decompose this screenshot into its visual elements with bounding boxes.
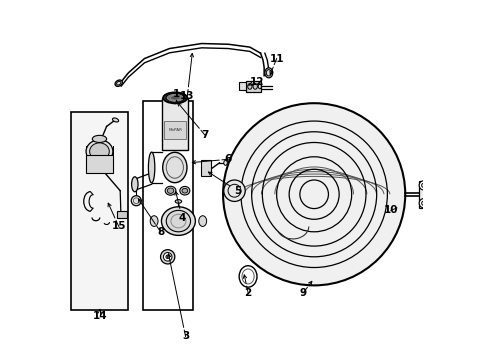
Ellipse shape (167, 188, 173, 193)
Text: 14: 14 (92, 311, 107, 321)
Ellipse shape (89, 143, 109, 160)
Ellipse shape (112, 118, 119, 122)
Ellipse shape (180, 186, 189, 195)
Circle shape (160, 249, 175, 264)
Ellipse shape (161, 207, 195, 235)
Text: 1: 1 (173, 89, 180, 99)
Circle shape (131, 196, 141, 206)
Ellipse shape (163, 92, 187, 104)
Ellipse shape (131, 177, 138, 192)
Circle shape (163, 252, 172, 261)
Ellipse shape (182, 188, 187, 193)
Ellipse shape (86, 140, 113, 163)
Text: 9: 9 (299, 288, 306, 297)
Ellipse shape (148, 152, 155, 183)
Circle shape (418, 199, 427, 208)
Text: 3: 3 (182, 332, 189, 342)
Bar (86, 155, 113, 173)
Text: 12: 12 (249, 77, 264, 87)
Bar (164, 121, 186, 139)
Text: 2: 2 (244, 288, 251, 297)
Ellipse shape (247, 84, 251, 89)
Text: 13: 13 (180, 91, 194, 101)
Ellipse shape (166, 210, 190, 232)
Bar (239, 82, 245, 90)
Ellipse shape (165, 186, 176, 195)
Ellipse shape (264, 68, 272, 78)
Ellipse shape (150, 216, 158, 226)
Bar (200, 160, 210, 176)
Ellipse shape (253, 84, 257, 89)
Bar (116, 211, 127, 217)
Circle shape (224, 180, 244, 202)
Ellipse shape (163, 152, 186, 183)
Text: 11: 11 (269, 54, 284, 64)
Text: 6: 6 (224, 154, 232, 164)
Circle shape (223, 103, 405, 285)
Bar (71, 112, 128, 310)
Circle shape (165, 255, 169, 258)
Bar (418, 181, 428, 208)
Circle shape (418, 181, 427, 190)
Ellipse shape (115, 80, 122, 86)
Text: 4: 4 (178, 212, 185, 222)
Ellipse shape (175, 200, 181, 203)
Text: 5: 5 (233, 186, 241, 196)
Bar (142, 102, 192, 310)
Bar (245, 81, 261, 92)
Text: 8: 8 (157, 227, 164, 237)
Bar (162, 98, 188, 150)
Text: 7: 7 (201, 130, 208, 140)
Ellipse shape (92, 135, 106, 143)
Text: 15: 15 (111, 221, 126, 231)
Ellipse shape (165, 94, 184, 102)
Ellipse shape (198, 216, 206, 226)
Ellipse shape (224, 160, 227, 165)
Text: 10: 10 (383, 205, 397, 215)
Text: MoPAR: MoPAR (168, 128, 182, 132)
